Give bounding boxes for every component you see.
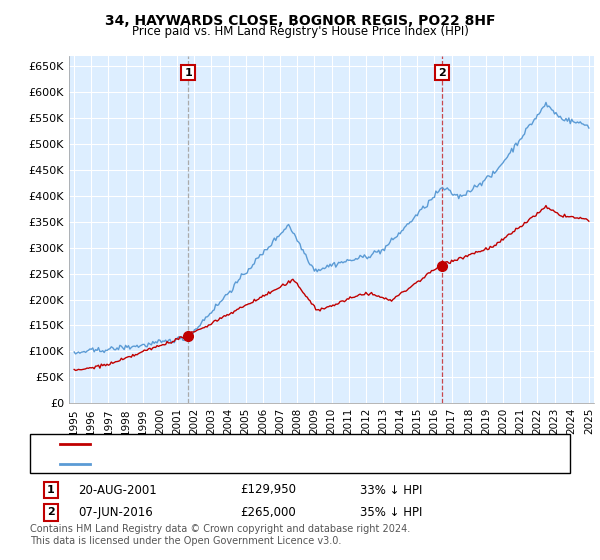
Text: 2: 2 xyxy=(47,507,55,517)
Text: Contains HM Land Registry data © Crown copyright and database right 2024.
This d: Contains HM Land Registry data © Crown c… xyxy=(30,524,410,546)
Text: 20-AUG-2001: 20-AUG-2001 xyxy=(78,483,157,497)
Text: 1: 1 xyxy=(47,485,55,495)
Text: £129,950: £129,950 xyxy=(240,483,296,497)
Text: 34, HAYWARDS CLOSE, BOGNOR REGIS, PO22 8HF (detached house): 34, HAYWARDS CLOSE, BOGNOR REGIS, PO22 8… xyxy=(96,438,478,449)
Text: HPI: Average price, detached house, Arun: HPI: Average price, detached house, Arun xyxy=(96,459,329,469)
Text: Price paid vs. HM Land Registry's House Price Index (HPI): Price paid vs. HM Land Registry's House … xyxy=(131,25,469,38)
Text: 1: 1 xyxy=(184,68,192,78)
Text: 2: 2 xyxy=(438,68,446,78)
Text: 33% ↓ HPI: 33% ↓ HPI xyxy=(360,483,422,497)
Text: 07-JUN-2016: 07-JUN-2016 xyxy=(78,506,153,519)
Text: £265,000: £265,000 xyxy=(240,506,296,519)
Text: 34, HAYWARDS CLOSE, BOGNOR REGIS, PO22 8HF: 34, HAYWARDS CLOSE, BOGNOR REGIS, PO22 8… xyxy=(105,14,495,28)
Text: 35% ↓ HPI: 35% ↓ HPI xyxy=(360,506,422,519)
